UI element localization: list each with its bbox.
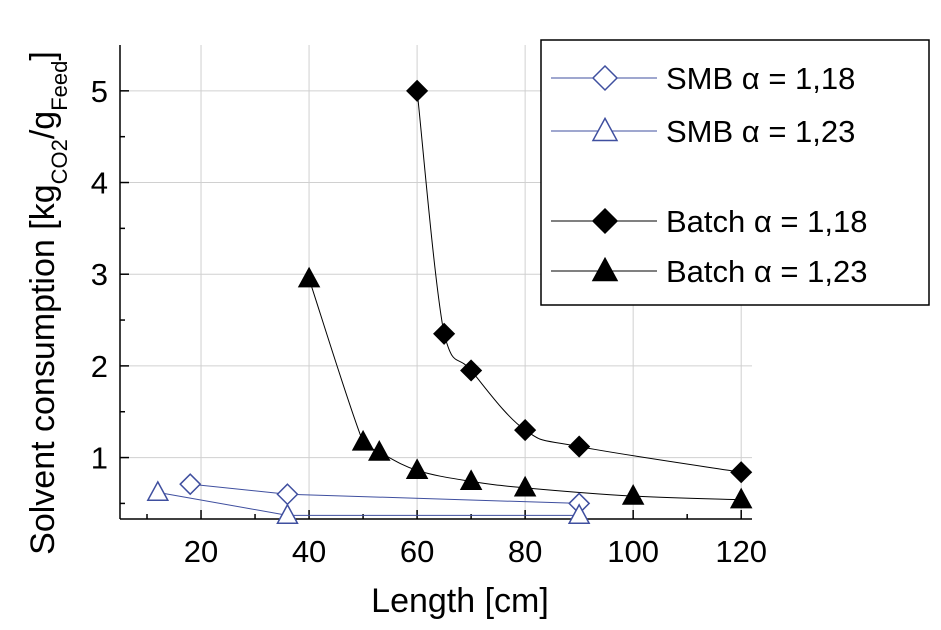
- x-tick-label: 100: [607, 534, 659, 569]
- x-tick-label: 120: [715, 534, 767, 569]
- y-axis-title: Solvent consumption [kgCO2/gFeed]: [24, 51, 72, 555]
- data-point-series-4: [405, 458, 429, 480]
- data-point-series-2: [276, 503, 299, 524]
- data-point-series-3: [568, 435, 591, 458]
- data-point-series-1: [179, 473, 202, 496]
- x-tick-label: 40: [292, 534, 326, 569]
- tick-labels: 20 40 60 80 100 120 1 2 3 4 5: [91, 74, 767, 569]
- legend-marker-2: [591, 116, 619, 142]
- data-point-series-4: [513, 475, 537, 497]
- data-point-series-3: [514, 419, 537, 442]
- x-tick-label: 20: [184, 534, 218, 569]
- series-line-3: [416, 90, 742, 473]
- series-markers: [146, 79, 753, 524]
- data-point-series-3: [730, 461, 753, 484]
- legend-label-3: Batch α = 1,18: [666, 204, 867, 239]
- legend-label-4: Batch α = 1,23: [666, 254, 867, 289]
- legend-marker-1: [591, 64, 619, 92]
- data-point-series-2: [146, 480, 170, 502]
- data-point-series-4: [459, 469, 483, 491]
- legend-label-1: SMB α = 1,18: [666, 61, 855, 96]
- data-point-series-3: [460, 359, 483, 382]
- y-tick-label: 4: [91, 166, 108, 201]
- data-point-series-4: [729, 487, 753, 509]
- y-tick-label: 2: [91, 349, 108, 384]
- legend-marker-3: [591, 207, 619, 235]
- data-point-series-4: [297, 266, 321, 288]
- data-point-series-1: [276, 483, 299, 506]
- axes: [119, 45, 752, 520]
- data-point-series-2: [567, 503, 591, 524]
- y-tick-label: 5: [91, 74, 108, 109]
- x-axis-title: Length [cm]: [371, 582, 549, 620]
- legend-label-2: SMB α = 1,23: [666, 114, 855, 149]
- data-point-series-3: [406, 79, 429, 102]
- data-point-series-4: [351, 429, 375, 451]
- x-tick-label: 80: [508, 534, 542, 569]
- data-point-series-4: [621, 484, 645, 505]
- x-tick-label: 60: [400, 534, 434, 569]
- y-tick-label: 3: [91, 257, 108, 292]
- data-point-series-4: [368, 440, 391, 461]
- data-point-series-3: [433, 322, 456, 345]
- y-tick-label: 1: [91, 441, 108, 476]
- legend: SMB α = 1,18 SMB α = 1,23 Batch α = 1,18 Ba…: [540, 39, 930, 306]
- legend-marker-4: [591, 256, 619, 282]
